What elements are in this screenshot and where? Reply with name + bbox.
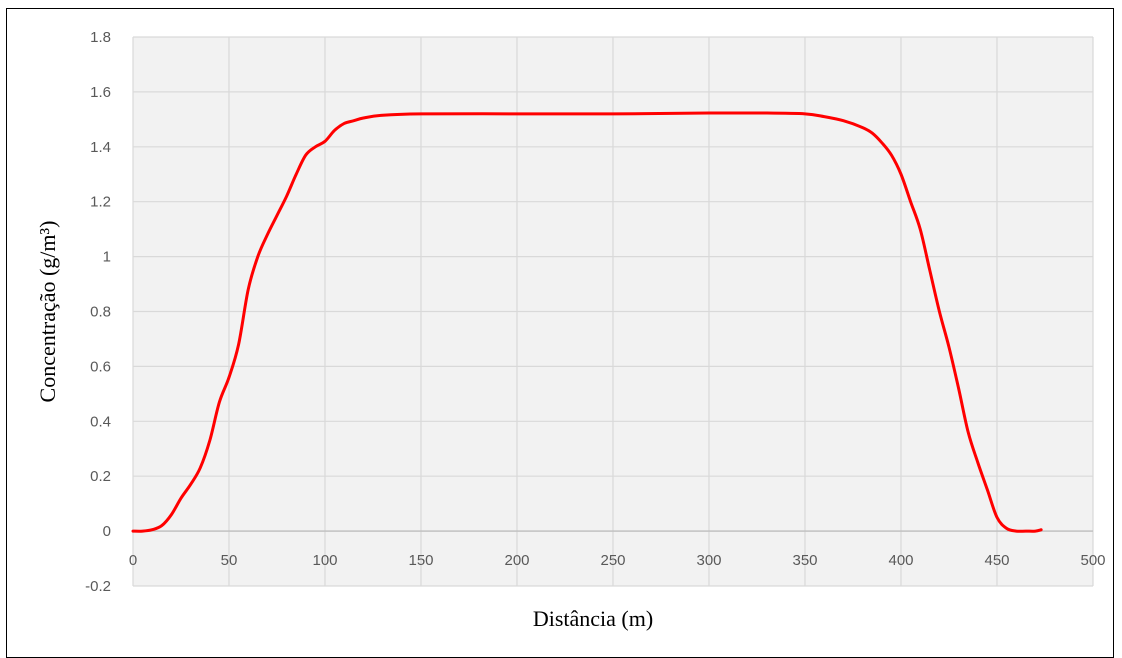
gridlines [132,36,1094,587]
x-tick-label: 100 [312,552,337,569]
x-tick-labels: 0 50 100 150 200 250 300 350 400 450 500 [129,552,1106,569]
x-tick-label: 150 [408,552,433,569]
y-tick-label: 0.6 [90,358,111,375]
y-axis-title: Concentração (g/m³) [35,221,60,403]
series-line-0 [131,111,1043,533]
x-tick-label: 450 [984,552,1009,569]
y-tick-label: 1.6 [90,84,111,101]
x-tick-label: 0 [129,552,137,569]
y-tick-label: 0.4 [90,413,111,430]
x-tick-label: 400 [888,552,913,569]
y-tick-label: 0.2 [90,468,111,485]
x-tick-label: 500 [1080,552,1105,569]
y-tick-label: 1.4 [90,139,111,156]
y-tick-label: 1.2 [90,194,111,211]
x-axis-title: Distância (m) [533,606,653,631]
x-tick-label: 300 [696,552,721,569]
y-tick-label: 0 [103,523,111,540]
y-tick-label: 1 [103,249,111,266]
series-group [131,111,1043,533]
x-tick-label: 200 [504,552,529,569]
y-tick-label: 0.8 [90,304,111,321]
x-tick-label: 250 [600,552,625,569]
x-tick-label: 350 [792,552,817,569]
x-tick-label: 50 [221,552,238,569]
y-tick-label: 1.8 [90,29,111,46]
y-tick-label: -0.2 [85,578,111,595]
y-tick-labels: -0.2 0 0.2 0.4 0.6 0.8 1 1.2 1.4 1.6 1.8 [85,29,111,595]
